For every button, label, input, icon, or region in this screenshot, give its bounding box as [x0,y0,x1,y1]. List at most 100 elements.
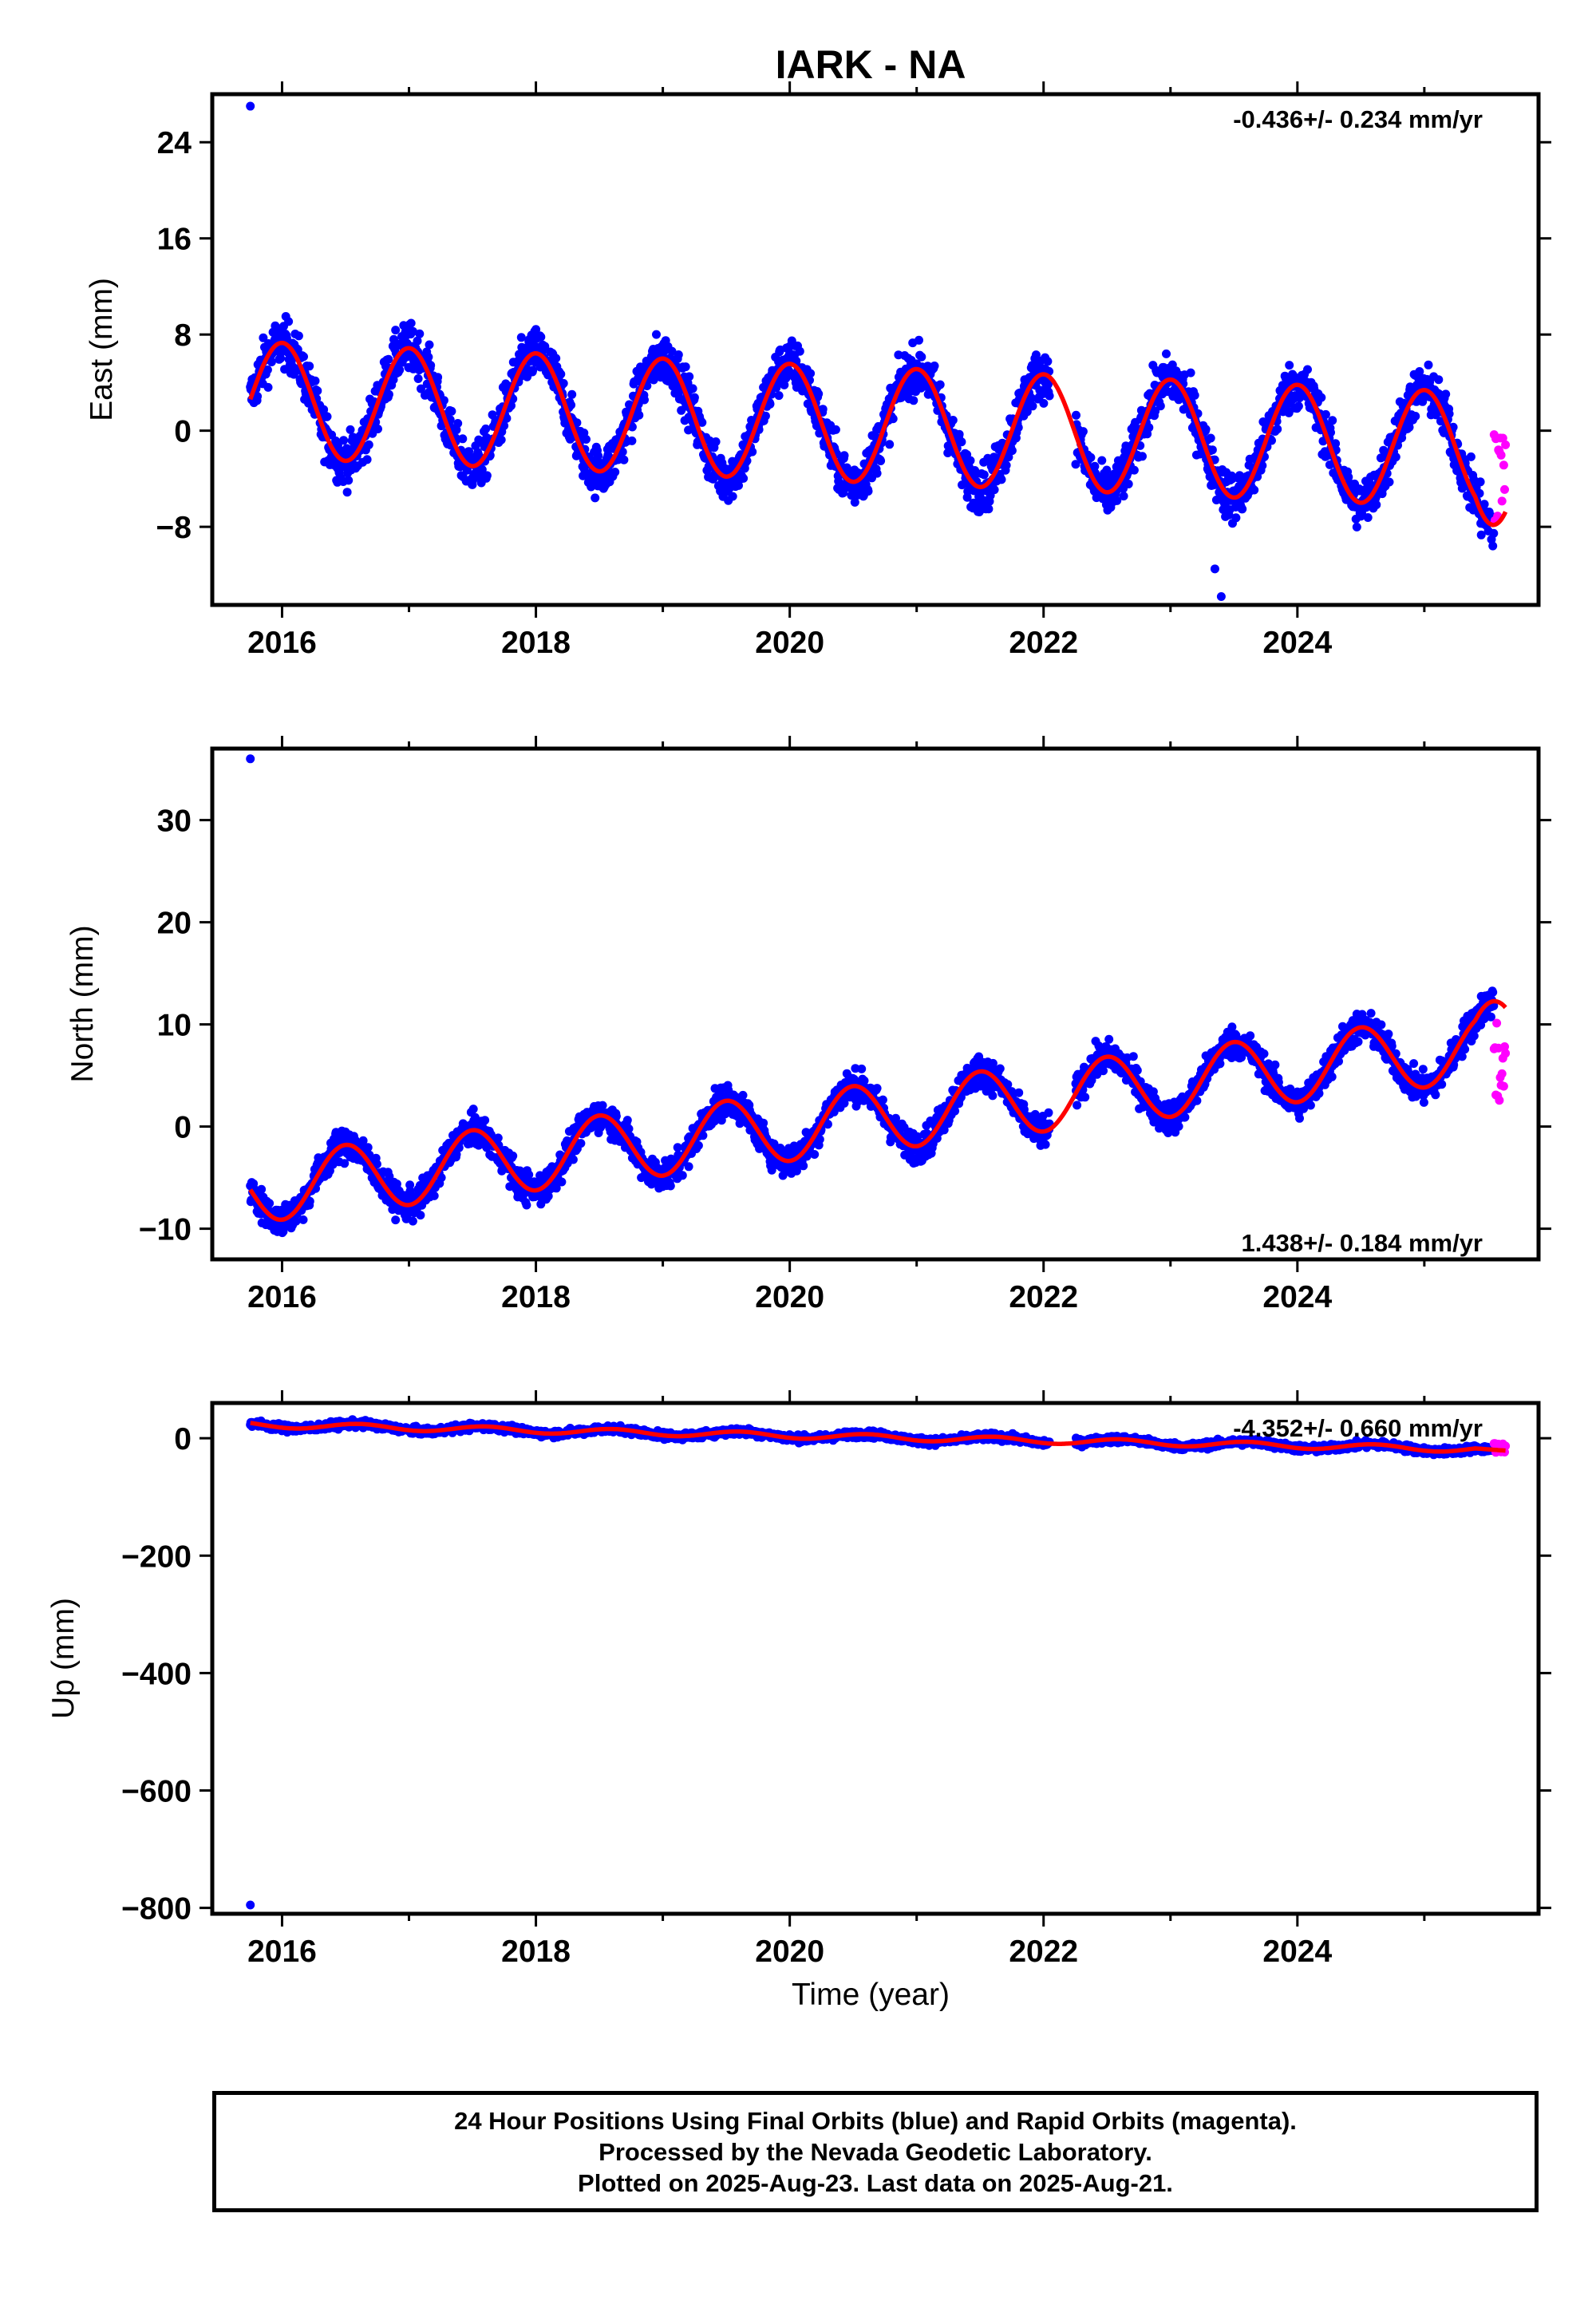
east-point [507,401,516,410]
east-rapid-point [1497,496,1507,506]
north-point [956,1093,966,1102]
east-point [1090,461,1100,471]
east-point [1043,357,1053,366]
east-point [948,416,958,425]
east-point [872,468,882,478]
east-x-tick-label: 2018 [501,626,571,660]
east-point [1476,477,1485,487]
east-point [888,414,898,424]
north-point [799,1161,808,1171]
east-point [885,440,895,449]
east-x-tick-label: 2016 [247,626,317,660]
north-point [257,1184,267,1194]
east-point [1303,365,1312,374]
north-point [1087,1076,1096,1085]
north-point [1132,1065,1142,1075]
north-point [363,1143,373,1152]
north-point [298,1215,308,1224]
east-point [1273,425,1282,434]
east-rate-label: -0.436+/- 0.234 mm/yr [1233,105,1483,133]
north-point [1003,1080,1013,1089]
east-point [1044,380,1053,389]
east-x-tick-label: 2020 [755,626,824,660]
north-point [340,1159,350,1168]
east-point [780,380,789,389]
east-y-tick-label: 8 [174,318,192,353]
north-point [995,1064,1005,1073]
east-point [674,350,683,359]
east-point [1352,522,1361,532]
east-point [627,436,637,445]
east-point [765,399,775,409]
east-point [1097,456,1107,465]
north-point [372,1160,381,1169]
east-point [954,429,964,439]
north-point [792,1166,801,1176]
east-point [1469,475,1479,484]
east-point [1404,422,1414,432]
north-point [508,1151,518,1160]
north-point [1044,1108,1053,1117]
north-point [698,1131,708,1140]
east-point [957,437,966,447]
east-point [567,401,576,409]
east-point [970,466,980,475]
north-point [673,1143,682,1152]
east-point [1321,409,1330,419]
north-point [666,1181,675,1191]
east-point [640,395,649,405]
east-point [1294,401,1303,411]
east-rapid-point [1500,484,1509,494]
north-point [839,1098,849,1108]
east-point [1444,409,1454,418]
east-point [1138,452,1147,461]
north-point [1215,1059,1225,1069]
east-point [1424,360,1433,370]
east-point [342,488,352,497]
east-point [408,326,417,336]
east-y-tick-label: 16 [157,223,192,257]
east-point [556,370,566,379]
north-point [408,1216,417,1226]
east-point [1013,423,1023,433]
east-point [619,455,629,464]
east-point [909,396,918,405]
east-point [610,468,620,476]
east-point [1475,488,1484,498]
north-point [891,1113,900,1123]
east-point [284,317,294,326]
east-point [915,335,923,345]
east-point [453,419,463,428]
east-point [1129,465,1139,475]
north-point [392,1180,401,1188]
north-point [1104,1034,1114,1044]
north-point [429,1191,439,1200]
east-point [1328,416,1337,425]
east-y-tick-label: −8 [156,511,192,545]
east-point [1363,513,1373,522]
east-outlier-point [246,101,255,111]
east-point [917,352,926,362]
east-point [1284,408,1294,417]
east-point [681,362,690,372]
east-point [685,372,694,381]
east-point [863,487,873,496]
east-point [1031,350,1041,360]
east-point [439,396,448,405]
east-point [344,476,354,485]
north-point [493,1133,503,1143]
east-point [795,346,804,356]
north-point [1080,1093,1090,1102]
east-point [1045,391,1054,401]
east-point [1231,513,1241,523]
east-point [997,475,1006,484]
east-point [1144,423,1154,433]
north-point [759,1118,768,1128]
east-point [1258,460,1267,470]
east-point [1441,389,1451,399]
east-point [447,406,456,416]
east-y-tick-label: 24 [157,126,192,160]
east-point [339,436,349,445]
east-point [559,378,568,388]
east-point [263,382,273,392]
